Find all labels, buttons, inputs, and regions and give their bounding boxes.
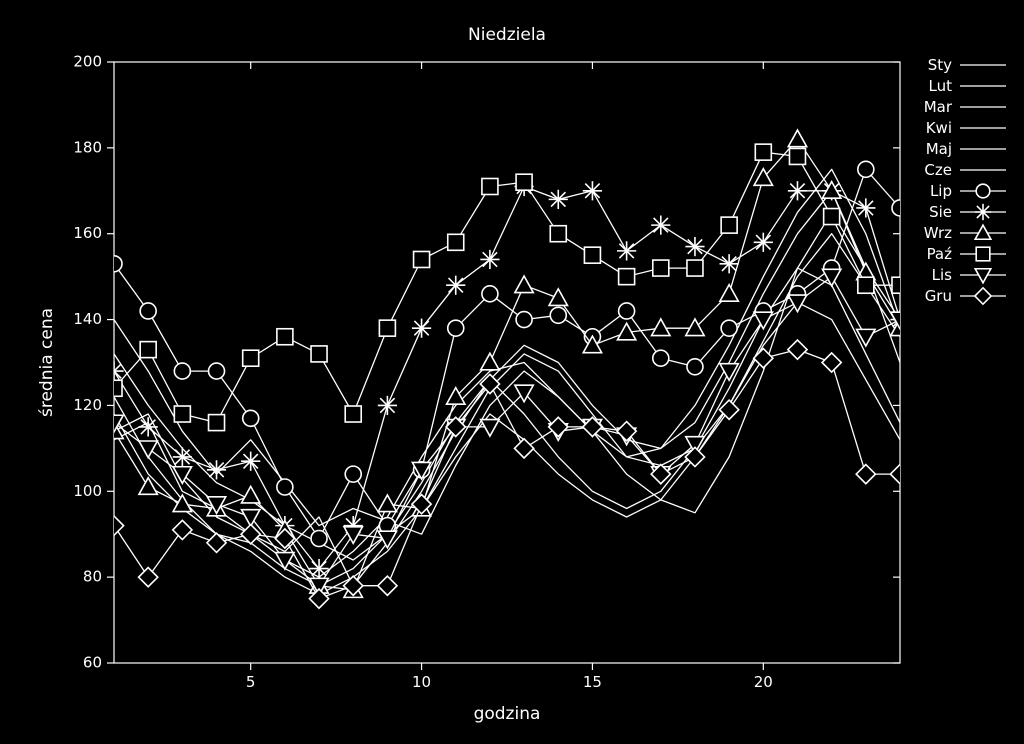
marker (976, 247, 990, 261)
y-tick-label: 140 (73, 310, 102, 328)
legend-label: Mar (924, 98, 953, 116)
marker (789, 148, 805, 164)
line-chart: 5 10 15 20 60 80 100 120 140 160 180 200 Niedziela go… (0, 0, 1024, 744)
legend-label: Cze (924, 161, 952, 179)
marker (653, 260, 669, 276)
legend-label: Sty (928, 56, 952, 74)
marker (482, 178, 498, 194)
x-tick-label: 10 (412, 673, 431, 691)
x-tick-label: 15 (583, 673, 602, 691)
marker (976, 184, 990, 198)
legend-label: Lip (930, 182, 952, 200)
marker (311, 346, 327, 362)
marker (858, 161, 874, 177)
legend-label: Wrz (924, 224, 952, 242)
y-axis-label: średnia cena (37, 308, 57, 417)
chart-background (0, 0, 1024, 744)
marker (311, 531, 327, 547)
y-tick-label: 160 (73, 224, 102, 242)
marker (653, 350, 669, 366)
marker (277, 479, 293, 495)
y-tick-label: 200 (73, 53, 102, 71)
marker (140, 342, 156, 358)
y-tick-label: 100 (73, 482, 102, 500)
marker (209, 363, 225, 379)
legend-label: Maj (926, 140, 952, 158)
marker (687, 359, 703, 375)
x-tick-label: 20 (754, 673, 773, 691)
y-tick-label: 120 (73, 396, 102, 414)
chart-title: Niedziela (468, 25, 546, 45)
marker (482, 286, 498, 302)
marker (209, 415, 225, 431)
marker (824, 209, 840, 225)
x-tick-label: 5 (246, 673, 256, 691)
legend-label: Lut (929, 77, 953, 95)
marker (174, 363, 190, 379)
x-axis-label: godzina (474, 704, 541, 724)
legend-label: Sie (929, 203, 952, 221)
marker (858, 277, 874, 293)
marker (345, 406, 361, 422)
y-tick-label: 80 (83, 568, 102, 586)
marker (345, 466, 361, 482)
marker (687, 260, 703, 276)
marker (243, 350, 259, 366)
marker (174, 406, 190, 422)
marker (584, 247, 600, 263)
marker (721, 217, 737, 233)
marker (550, 307, 566, 323)
marker (516, 312, 532, 328)
marker (379, 320, 395, 336)
y-tick-label: 60 (83, 654, 102, 672)
marker (448, 234, 464, 250)
y-tick-label: 180 (73, 138, 102, 156)
legend-label: Paź (927, 245, 953, 263)
marker (550, 226, 566, 242)
marker (277, 329, 293, 345)
marker (516, 174, 532, 190)
marker (755, 144, 771, 160)
legend-label: Gru (925, 287, 952, 305)
legend-label: Lis (932, 266, 953, 284)
legend-label: Kwi (926, 119, 952, 137)
marker (721, 320, 737, 336)
marker (448, 320, 464, 336)
marker (140, 303, 156, 319)
marker (243, 410, 259, 426)
marker (619, 269, 635, 285)
marker (414, 251, 430, 267)
marker (619, 303, 635, 319)
